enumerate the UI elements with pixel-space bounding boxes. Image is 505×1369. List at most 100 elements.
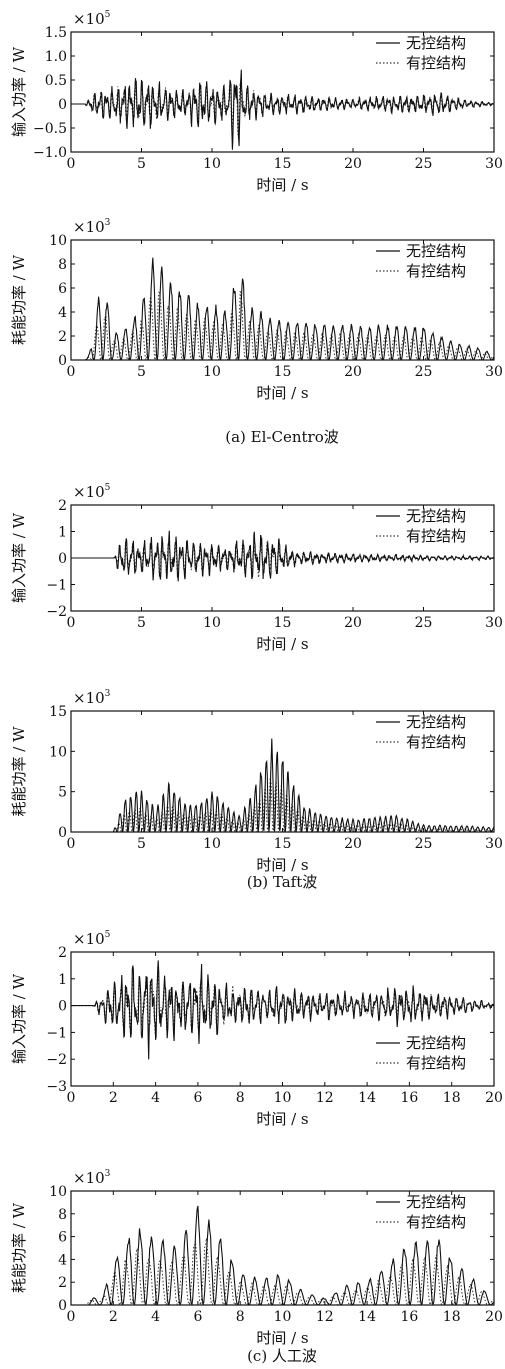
x-tick-label: 8 bbox=[236, 1090, 245, 1106]
y-tick-label: 10 bbox=[49, 1184, 67, 1200]
x-tick-label: 20 bbox=[344, 836, 362, 852]
x-tick-label: 8 bbox=[236, 1309, 245, 1325]
x-tick-label: 16 bbox=[400, 1309, 418, 1325]
series-line-uncontrolled bbox=[71, 69, 494, 150]
x-tick-label: 25 bbox=[415, 156, 433, 172]
legend-label-controlled: 有控结构 bbox=[406, 527, 466, 545]
y-tick-label: −3 bbox=[46, 1079, 67, 1095]
y-tick-label: 1.5 bbox=[45, 25, 67, 41]
x-tick-label: 2 bbox=[109, 1309, 118, 1325]
y-multiplier: ×105 bbox=[73, 930, 111, 948]
x-tick-label: 5 bbox=[137, 364, 146, 380]
x-axis-label: 时间 / s bbox=[256, 384, 308, 402]
y-axis-label: 耗能功率 / W bbox=[10, 1202, 28, 1293]
x-tick-label: 14 bbox=[358, 1090, 376, 1106]
y-tick-label: −1.0 bbox=[33, 145, 67, 161]
series-line-uncontrolled bbox=[71, 1205, 494, 1305]
x-axis-label: 时间 / s bbox=[256, 1329, 308, 1347]
y-tick-label: 2 bbox=[58, 498, 67, 514]
y-tick-label: 1 bbox=[58, 525, 67, 541]
series-line-controlled bbox=[71, 778, 494, 832]
y-tick-label: −2 bbox=[46, 1052, 67, 1068]
y-multiplier: ×103 bbox=[73, 689, 111, 707]
x-tick-label: 5 bbox=[137, 836, 146, 852]
x-tick-label: 5 bbox=[137, 156, 146, 172]
caption-a: (a) El-Centro波 bbox=[225, 428, 338, 446]
y-tick-label: 4 bbox=[58, 305, 67, 321]
legend-label-uncontrolled: 无控结构 bbox=[406, 713, 466, 731]
x-tick-label: 10 bbox=[203, 156, 221, 172]
x-tick-label: 30 bbox=[485, 836, 503, 852]
x-tick-label: 5 bbox=[137, 615, 146, 631]
y-tick-label: 15 bbox=[49, 704, 67, 720]
x-tick-label: 4 bbox=[151, 1309, 160, 1325]
x-tick-label: 18 bbox=[443, 1090, 461, 1106]
series-line-uncontrolled bbox=[71, 960, 494, 1060]
y-tick-label: 10 bbox=[49, 233, 67, 249]
y-axis-label: 输入功率 / W bbox=[10, 512, 28, 603]
x-tick-label: 0 bbox=[67, 364, 76, 380]
y-tick-label: 0 bbox=[58, 353, 67, 369]
series-line-uncontrolled bbox=[71, 530, 494, 582]
x-tick-label: 0 bbox=[67, 1090, 76, 1106]
x-tick-label: 20 bbox=[344, 156, 362, 172]
legend-label-controlled: 有控结构 bbox=[406, 1213, 466, 1231]
x-tick-label: 18 bbox=[443, 1309, 461, 1325]
y-tick-label: 0 bbox=[58, 825, 67, 841]
legend-label-controlled: 有控结构 bbox=[406, 733, 466, 751]
x-axis-label: 时间 / s bbox=[256, 856, 308, 874]
y-tick-label: −1 bbox=[46, 1025, 67, 1041]
y-axis-label: 耗能功率 / W bbox=[10, 254, 28, 345]
y-axis-label: 耗能功率 / W bbox=[10, 726, 28, 817]
x-tick-label: 30 bbox=[485, 364, 503, 380]
x-tick-label: 20 bbox=[344, 364, 362, 380]
y-tick-label: 2 bbox=[58, 1275, 67, 1291]
y-tick-label: 1.0 bbox=[45, 49, 67, 65]
chart-panel-3: 0 5 10 15 20 25 30 −2 −1 0 1 2 ×105 时间 / s 输入功率 / W 无控结… bbox=[10, 483, 503, 653]
x-axis-label: 时间 / s bbox=[256, 635, 308, 653]
legend-label-uncontrolled: 无控结构 bbox=[406, 1193, 466, 1211]
x-tick-label: 14 bbox=[358, 1309, 376, 1325]
x-tick-label: 12 bbox=[316, 1090, 334, 1106]
x-tick-label: 4 bbox=[151, 1090, 160, 1106]
y-multiplier: ×105 bbox=[73, 483, 111, 501]
x-tick-label: 0 bbox=[67, 156, 76, 172]
legend-label-controlled: 有控结构 bbox=[406, 1054, 466, 1072]
y-tick-label: 4 bbox=[58, 1252, 67, 1268]
chart-panel-2: 0 5 10 15 20 25 30 0 2 4 6 8 10 ×103 时间 / s 耗能功率 / W 无控结… bbox=[10, 218, 503, 402]
x-tick-label: 6 bbox=[193, 1309, 202, 1325]
x-tick-label: 20 bbox=[485, 1309, 503, 1325]
legend-label-controlled: 有控结构 bbox=[406, 262, 466, 280]
y-tick-label: 8 bbox=[58, 257, 67, 273]
x-tick-label: 20 bbox=[344, 615, 362, 631]
y-tick-label: 0.5 bbox=[45, 73, 67, 89]
x-tick-label: 10 bbox=[203, 364, 221, 380]
x-tick-label: 20 bbox=[485, 1090, 503, 1106]
x-tick-label: 10 bbox=[274, 1309, 292, 1325]
y-tick-label: 2 bbox=[58, 945, 67, 961]
y-tick-label: 1 bbox=[58, 972, 67, 988]
series-line-uncontrolled bbox=[71, 257, 494, 360]
y-tick-label: 8 bbox=[58, 1207, 67, 1223]
x-tick-label: 10 bbox=[274, 1090, 292, 1106]
x-tick-label: 10 bbox=[203, 836, 221, 852]
x-tick-label: 6 bbox=[193, 1090, 202, 1106]
y-tick-label: 0 bbox=[58, 551, 67, 567]
y-multiplier: ×103 bbox=[73, 1169, 111, 1187]
x-tick-label: 2 bbox=[109, 1090, 118, 1106]
x-tick-label: 15 bbox=[274, 364, 292, 380]
x-tick-label: 25 bbox=[415, 836, 433, 852]
y-axis-label: 输入功率 / W bbox=[10, 973, 28, 1064]
x-tick-label: 0 bbox=[67, 615, 76, 631]
legend-label-uncontrolled: 无控结构 bbox=[406, 242, 466, 260]
y-tick-label: 6 bbox=[58, 1230, 67, 1246]
x-tick-label: 30 bbox=[485, 615, 503, 631]
x-tick-label: 16 bbox=[400, 1090, 418, 1106]
x-tick-label: 15 bbox=[274, 836, 292, 852]
x-axis-label: 时间 / s bbox=[256, 176, 308, 194]
legend-label-controlled: 有控结构 bbox=[406, 54, 466, 72]
y-multiplier: ×103 bbox=[73, 218, 111, 236]
x-tick-label: 15 bbox=[274, 615, 292, 631]
